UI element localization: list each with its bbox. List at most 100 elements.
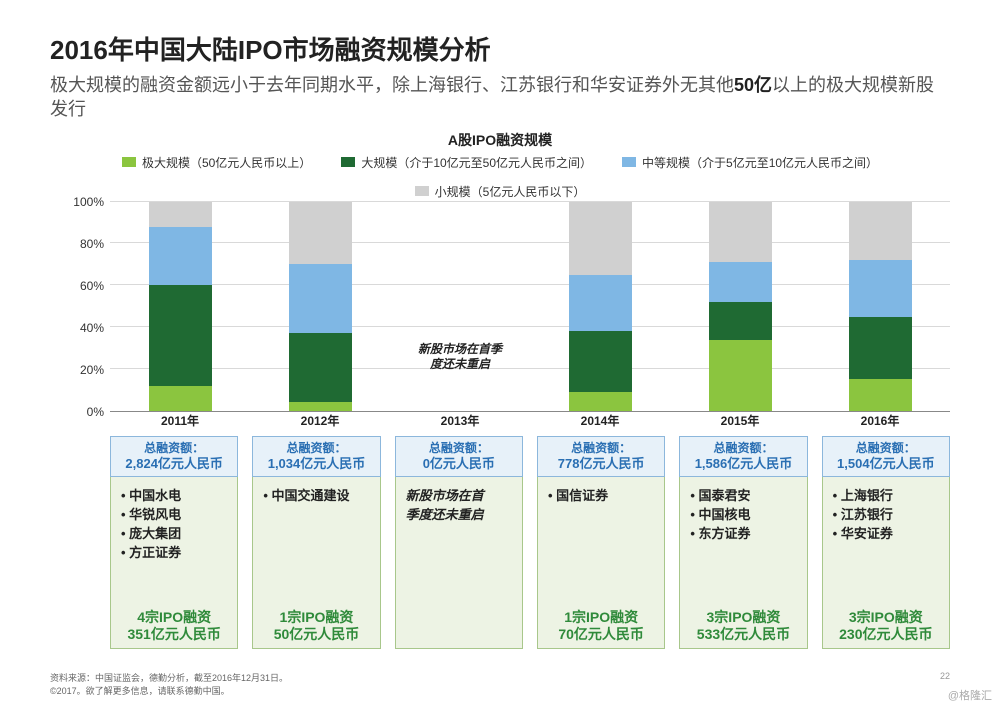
- bar-1: [289, 202, 352, 411]
- card-col-0: 总融资额：2,824亿元人民币中国水电华锐风电庞大集团方正证券 4宗IPO融资35…: [110, 436, 238, 649]
- card-top: 总融资额：0亿元人民币: [395, 436, 523, 477]
- bar-2: [429, 202, 492, 411]
- bar-0: [149, 202, 212, 411]
- plot-area: 新股市场在首季度还未重启: [110, 202, 950, 412]
- card-bottom: 新股市场在首季度还未重启: [395, 477, 523, 649]
- y-tick: 20%: [80, 363, 104, 377]
- card-company: 国信证券: [548, 485, 654, 504]
- card-top: 总融资额：1,034亿元人民币: [252, 436, 380, 477]
- legend-item-1: 大规模（介于10亿元至50亿元人民币之间）: [341, 154, 592, 171]
- bar-segment: [149, 285, 212, 385]
- card-top-value: 1,034亿元人民币: [259, 456, 373, 472]
- card-bottom: 国泰君安中国核电东方证券 3宗IPO融资533亿元人民币: [679, 477, 807, 649]
- page-subtitle: 极大规模的融资金额远小于去年同期水平，除上海银行、江苏银行和华安证券外无其他50…: [50, 73, 950, 122]
- page-root: 2016年中国大陆IPO市场融资规模分析 极大规模的融资金额远小于去年同期水平，…: [0, 0, 1000, 707]
- bar-segment: [149, 202, 212, 227]
- bar-segment: [709, 202, 772, 263]
- legend-label: 极大规模（50亿元人民币以上）: [142, 154, 311, 171]
- card-company: 方正证券: [121, 542, 227, 561]
- card-top-label: 总融资额：: [829, 441, 943, 456]
- legend-swatch-icon: [341, 157, 355, 167]
- x-axis: 2011年2012年2013年2014年2015年2016年: [110, 412, 950, 432]
- y-axis: 0%20%40%60%80%100%: [50, 202, 110, 412]
- legend-swatch-icon: [622, 157, 636, 167]
- y-tick: 80%: [80, 237, 104, 251]
- footer-line-1: ©2017。欲了解更多信息，请联系德勤中国。: [50, 684, 288, 697]
- grid-line: [110, 242, 950, 243]
- bar-segment: [149, 386, 212, 411]
- card-col-4: 总融资额：1,586亿元人民币国泰君安中国核电东方证券3宗IPO融资533亿元人…: [679, 436, 807, 649]
- watermark: @格隆汇: [948, 687, 992, 703]
- card-company: 中国核电: [690, 504, 796, 523]
- card-top-label: 总融资额：: [402, 441, 516, 456]
- card-col-5: 总融资额：1,504亿元人民币上海银行江苏银行华安证券 3宗IPO融资230亿元人…: [822, 436, 950, 649]
- card-company-list: 中国水电华锐风电庞大集团方正证券: [121, 485, 227, 561]
- card-summary: 4宗IPO融资351亿元人民币: [121, 609, 227, 644]
- subtitle-em: 50亿: [734, 75, 772, 95]
- bar-segment: [569, 275, 632, 331]
- card-company: 江苏银行: [833, 504, 939, 523]
- page-title: 2016年中国大陆IPO市场融资规模分析: [50, 30, 950, 67]
- grid-line: [110, 284, 950, 285]
- card-summary: 1宗IPO融资70亿元人民币: [548, 609, 654, 644]
- card-bottom: 中国水电华锐风电庞大集团方正证券 4宗IPO融资351亿元人民币: [110, 477, 238, 649]
- bar-segment: [849, 379, 912, 410]
- card-company-list: 国泰君安中国核电东方证券: [690, 485, 796, 542]
- x-label-3: 2014年: [530, 412, 670, 432]
- bar-segment: [849, 202, 912, 261]
- y-tick: 60%: [80, 279, 104, 293]
- bar-segment: [709, 340, 772, 411]
- card-bottom: 中国交通建设1宗IPO融资50亿元人民币: [252, 477, 380, 649]
- card-company: 国泰君安: [690, 485, 796, 504]
- card-col-3: 总融资额：778亿元人民币国信证券 1宗IPO融资70亿元人民币: [537, 436, 665, 649]
- card-top-value: 1,586亿元人民币: [686, 456, 800, 472]
- legend-item-0: 极大规模（50亿元人民币以上）: [122, 154, 311, 171]
- chart-annotation: 新股市场在首季度还未重启: [390, 342, 530, 373]
- bar-4: [709, 202, 772, 411]
- card-top: 总融资额：2,824亿元人民币: [110, 436, 238, 477]
- bar-segment: [569, 392, 632, 411]
- card-note: 新股市场在首季度还未重启: [406, 485, 512, 523]
- bar-segment: [569, 331, 632, 392]
- bar-segment: [569, 202, 632, 275]
- bar-segment: [709, 302, 772, 340]
- card-bottom: 国信证券 1宗IPO融资70亿元人民币: [537, 477, 665, 649]
- bar-3: [569, 202, 632, 411]
- chart-title: A股IPO融资规模: [50, 130, 950, 150]
- card-company-list: 国信证券: [548, 485, 654, 504]
- y-tick: 0%: [87, 405, 104, 419]
- y-tick: 40%: [80, 321, 104, 335]
- x-label-1: 2012年: [250, 412, 390, 432]
- footer-line-0: 资料来源：中国证监会，德勤分析，截至2016年12月31日。: [50, 671, 288, 684]
- bar-segment: [149, 227, 212, 286]
- card-summary: 3宗IPO融资230亿元人民币: [833, 609, 939, 644]
- legend-swatch-icon: [415, 186, 429, 196]
- card-company: 中国水电: [121, 485, 227, 504]
- legend-item-2: 中等规模（介于5亿元至10亿元人民币之间）: [622, 154, 878, 171]
- x-label-2: 2013年: [390, 412, 530, 432]
- card-top-value: 1,504亿元人民币: [829, 456, 943, 472]
- card-company: 华锐风电: [121, 504, 227, 523]
- card-company: 华安证券: [833, 523, 939, 542]
- card-company: 东方证券: [690, 523, 796, 542]
- card-top-label: 总融资额：: [544, 441, 658, 456]
- card-company: 庞大集团: [121, 523, 227, 542]
- bar-segment: [289, 402, 352, 410]
- legend-label: 小规模（5亿元人民币以下）: [435, 183, 586, 200]
- card-top: 总融资额：1,504亿元人民币: [822, 436, 950, 477]
- grid-line: [110, 368, 950, 369]
- page-footer: 资料来源：中国证监会，德勤分析，截至2016年12月31日。 ©2017。欲了解…: [50, 671, 950, 697]
- card-col-2: 总融资额：0亿元人民币新股市场在首季度还未重启: [395, 436, 523, 649]
- chart-legend: 极大规模（50亿元人民币以上） 大规模（介于10亿元至50亿元人民币之间） 中等规模…: [50, 154, 950, 200]
- card-company-list: 上海银行江苏银行华安证券: [833, 485, 939, 542]
- grid-line: [110, 201, 950, 202]
- card-summary: 1宗IPO融资50亿元人民币: [263, 609, 369, 644]
- card-summary: 3宗IPO融资533亿元人民币: [690, 609, 796, 644]
- bar-segment: [289, 202, 352, 265]
- bar-segment: [849, 317, 912, 380]
- footer-source: 资料来源：中国证监会，德勤分析，截至2016年12月31日。 ©2017。欲了解…: [50, 671, 288, 697]
- bar-segment: [289, 333, 352, 402]
- card-top: 总融资额：778亿元人民币: [537, 436, 665, 477]
- subtitle-part1: 极大规模的融资金额远小于去年同期水平，除上海银行、江苏银行和华安证券外无其他: [50, 75, 734, 95]
- grid-line: [110, 326, 950, 327]
